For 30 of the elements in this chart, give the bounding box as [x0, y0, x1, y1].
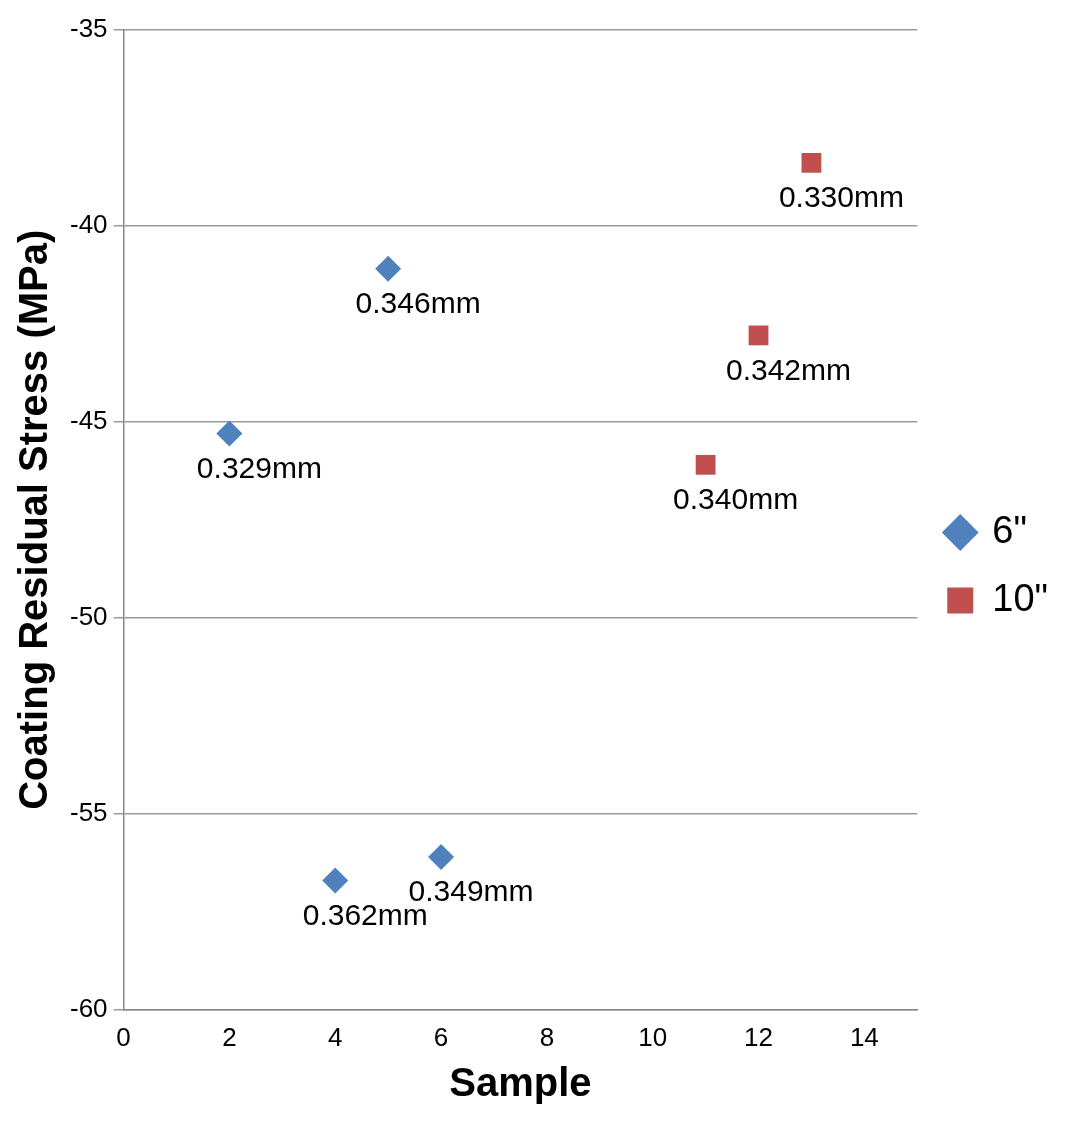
annotation: 0.329mm: [196, 450, 322, 484]
point: [322, 867, 349, 894]
y-tick-label: -55: [70, 796, 108, 827]
legend-label: 10": [992, 576, 1049, 619]
legend-label: 6": [992, 508, 1027, 551]
annotation: 0.346mm: [355, 286, 481, 320]
point: [216, 420, 243, 447]
y-tick-label: -45: [70, 404, 108, 435]
y-axis-title: Coating Residual Stress (MPa): [11, 229, 56, 810]
x-tick-label: 14: [849, 1021, 879, 1052]
y-tick-label: -60: [70, 992, 108, 1023]
y-tick-label: -50: [70, 600, 108, 631]
annotation: 0.340mm: [673, 482, 799, 516]
annotation: 0.330mm: [778, 180, 904, 214]
x-tick-label: 10: [638, 1021, 668, 1052]
x-axis-title: Sample: [449, 1060, 592, 1105]
x-tick-label: 8: [539, 1021, 555, 1052]
annotation: 0.342mm: [725, 352, 852, 386]
point: [695, 454, 716, 475]
point: [375, 255, 402, 282]
x-tick-label: 0: [116, 1021, 131, 1052]
x-tick-label: 2: [222, 1021, 237, 1052]
x-tick-label: 12: [744, 1021, 773, 1052]
point: [748, 325, 769, 346]
y-tick-label: -40: [70, 208, 108, 239]
point: [801, 153, 822, 173]
x-tick-label: 6: [433, 1021, 449, 1052]
point: [428, 843, 455, 870]
y-tick-label: -35: [70, 12, 108, 43]
x-tick-label: 4: [327, 1021, 343, 1052]
